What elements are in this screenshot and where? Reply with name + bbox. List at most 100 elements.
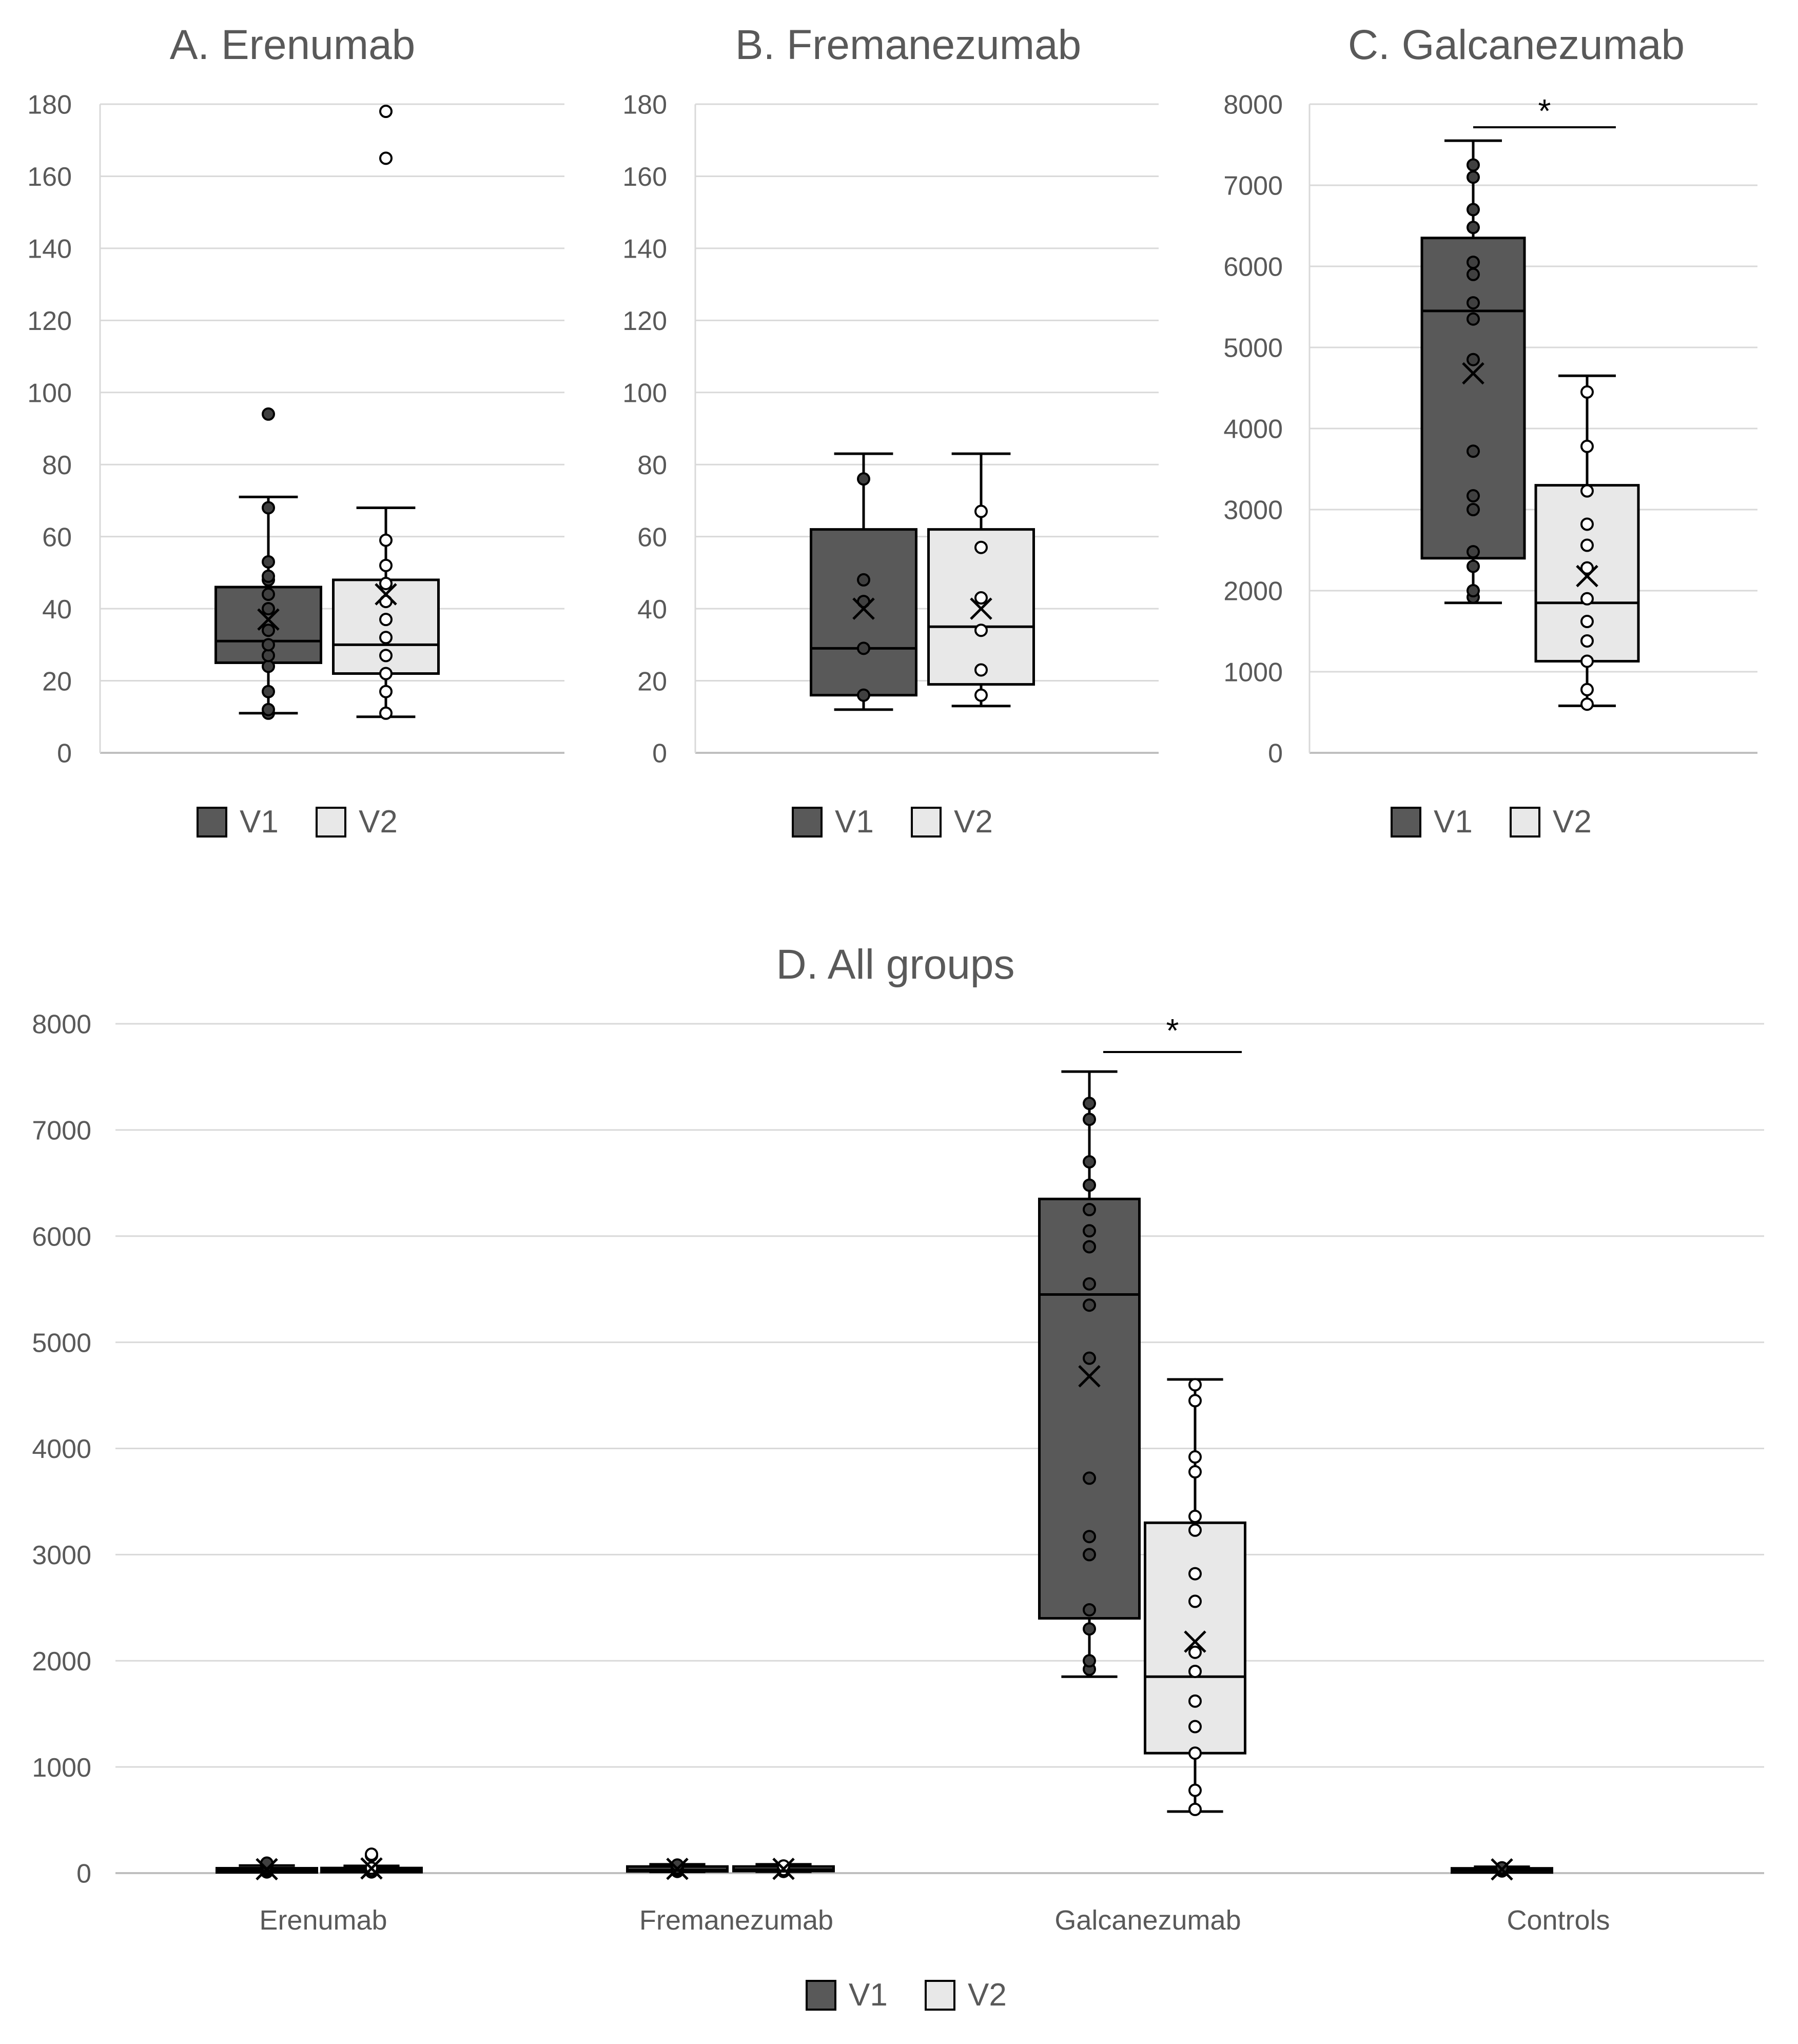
y-tick-label: 60: [42, 522, 72, 552]
data-point: [1083, 1240, 1096, 1254]
data-point: [1083, 1298, 1096, 1312]
data-point: [1580, 517, 1594, 531]
data-point: [379, 706, 393, 720]
data-point: [1188, 1509, 1202, 1523]
box-v2: [927, 452, 1035, 708]
data-point: [1188, 1450, 1202, 1464]
data-point: [857, 472, 870, 486]
mean-marker-stroke: [375, 583, 397, 606]
mean-marker: [852, 597, 875, 620]
mean-marker: [772, 1857, 795, 1880]
y-tick-label: 2000: [32, 1647, 91, 1677]
legend-label-v1: V1: [1434, 804, 1473, 840]
data-point: [1188, 1694, 1202, 1708]
chart-panel-d: D. All groups 0 1000 2000 3000 4000 5000 6000 70…: [32, 941, 1764, 2013]
legend-swatch-v2: [925, 1980, 955, 2011]
significance-star: *: [1166, 1012, 1179, 1049]
y-tick-label: 0: [1268, 739, 1283, 769]
data-point: [262, 588, 275, 601]
y-tick-label: 2000: [1223, 577, 1283, 607]
data-point: [974, 504, 988, 518]
data-point: [1188, 1645, 1202, 1659]
y-tick-label: 40: [42, 595, 72, 625]
legend-label-v2: V2: [359, 804, 398, 840]
data-point: [1188, 1567, 1202, 1581]
data-point: [262, 602, 275, 616]
data-point: [262, 555, 275, 569]
mean-marker-stroke: [256, 1858, 278, 1881]
data-point: [379, 151, 393, 165]
data-point: [1188, 1720, 1202, 1734]
data-point: [262, 501, 275, 515]
mean-marker: [360, 1857, 383, 1880]
y-tick-label: 100: [27, 378, 72, 408]
y-tick-label: 80: [42, 451, 72, 480]
y-tick-label: 1000: [1223, 658, 1283, 688]
y-tick-label: 140: [622, 235, 667, 264]
legend-label-v1: V1: [849, 1977, 888, 2013]
box-v2-galcanezumab: [1144, 1378, 1246, 1816]
data-point: [1083, 1277, 1096, 1291]
x-category-label: Fremanezumab: [639, 1905, 833, 1936]
y-tick-label: 6000: [1223, 252, 1283, 282]
mean-marker: [1078, 1365, 1101, 1388]
data-point: [1467, 158, 1480, 172]
data-point: [379, 576, 393, 590]
x-category-label: Controls: [1507, 1905, 1610, 1936]
data-point: [1580, 385, 1594, 399]
data-point: [365, 1847, 378, 1861]
mean-marker-stroke: [1462, 362, 1484, 385]
legend-swatch-v2: [316, 807, 346, 838]
mean-marker-stroke: [1078, 1365, 1101, 1388]
legend-label-v1: V1: [240, 804, 279, 840]
legend: V1 V2: [197, 804, 398, 840]
data-point: [262, 638, 275, 652]
legend-label-v2: V2: [954, 804, 993, 840]
mean-marker: [257, 608, 280, 631]
data-point: [1188, 1378, 1202, 1392]
data-point: [974, 591, 988, 605]
data-point: [1188, 1523, 1202, 1537]
data-point: [857, 573, 870, 587]
data-point: [1083, 1097, 1096, 1111]
y-tick-label: 5000: [32, 1328, 91, 1358]
box-v1-erenumab: [216, 1856, 318, 1881]
y-tick-label: 160: [622, 162, 667, 192]
data-point: [262, 649, 275, 663]
data-point: [1580, 654, 1594, 668]
legend-swatch-v1: [197, 807, 227, 838]
y-tick-label: 3000: [32, 1541, 91, 1570]
data-point: [1467, 312, 1480, 326]
legend-swatch-v1: [806, 1980, 836, 2011]
data-point: [1083, 1113, 1096, 1126]
y-tick-label: 160: [27, 162, 72, 192]
data-point: [1083, 1548, 1096, 1562]
data-point: [974, 663, 988, 677]
data-point: [1580, 634, 1594, 648]
box-v1-galcanezumab: [1038, 1070, 1141, 1678]
data-point: [974, 688, 988, 702]
data-point: [1580, 615, 1594, 629]
data-point: [1188, 1394, 1202, 1408]
data-point: [1083, 1471, 1096, 1485]
y-tick-label: 0: [76, 1859, 91, 1889]
data-point: [1188, 1465, 1202, 1479]
mean-marker: [1462, 362, 1484, 385]
y-tick-label: 8000: [32, 1010, 91, 1040]
y-tick-label: 0: [57, 739, 72, 769]
mean-marker-stroke: [257, 608, 280, 631]
mean-marker-stroke: [666, 1857, 689, 1880]
y-tick-label: 120: [622, 306, 667, 336]
data-point: [379, 533, 393, 547]
y-tick-label: 6000: [32, 1222, 91, 1252]
mean-marker: [666, 1857, 689, 1880]
box-v2-erenumab: [320, 1847, 423, 1880]
data-point: [1188, 1664, 1202, 1678]
y-tick-label: 140: [27, 235, 72, 264]
legend-swatch-v1: [792, 807, 823, 838]
data-point: [1188, 1746, 1202, 1760]
mean-marker: [1576, 564, 1598, 588]
data-point: [1467, 203, 1480, 217]
box-iqr: [1144, 1521, 1246, 1755]
